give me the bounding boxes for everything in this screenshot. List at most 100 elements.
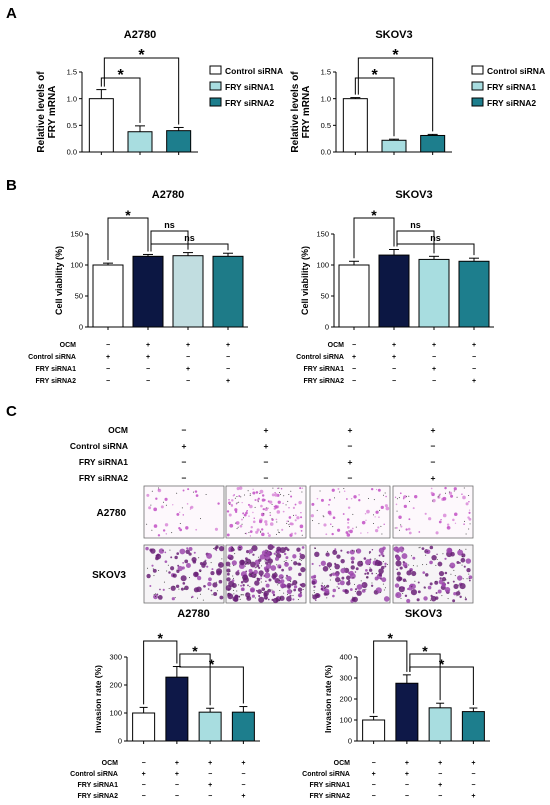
membrane-pore bbox=[352, 513, 354, 515]
stained-cell bbox=[465, 502, 469, 506]
membrane-pore bbox=[285, 504, 287, 506]
legend-swatch bbox=[209, 81, 222, 91]
significance-label: ns bbox=[184, 233, 195, 243]
membrane-pore bbox=[374, 558, 376, 560]
stained-cell bbox=[246, 595, 252, 601]
significance-label: * bbox=[192, 643, 198, 659]
membrane-pore bbox=[254, 576, 256, 578]
treatment-sign: − bbox=[405, 793, 409, 800]
membrane-pore bbox=[158, 569, 160, 571]
stained-cell bbox=[421, 547, 425, 551]
stained-cell bbox=[444, 571, 448, 575]
stained-cell bbox=[293, 588, 297, 592]
significance-label: * bbox=[372, 67, 379, 84]
membrane-pore bbox=[411, 586, 413, 588]
stained-cell bbox=[383, 596, 390, 602]
membrane-pore bbox=[283, 560, 285, 562]
membrane-pore bbox=[259, 562, 261, 564]
y-tick-label: 50 bbox=[321, 292, 329, 301]
membrane-pore bbox=[237, 526, 239, 528]
stained-cell bbox=[464, 598, 468, 601]
membrane-pore bbox=[153, 575, 155, 577]
membrane-pore bbox=[456, 595, 458, 597]
membrane-pore bbox=[199, 518, 201, 520]
stained-cell bbox=[411, 571, 417, 577]
stained-cell bbox=[363, 557, 367, 560]
stained-cell bbox=[271, 493, 275, 497]
membrane-pore bbox=[243, 594, 245, 596]
membrane-pore bbox=[247, 490, 249, 492]
treatment-sign: + bbox=[431, 473, 436, 483]
stained-cell bbox=[263, 595, 268, 600]
y-tick-label: 0 bbox=[118, 737, 122, 746]
membrane-pore bbox=[264, 560, 266, 562]
membrane-pore bbox=[267, 590, 269, 592]
treatment-sign: − bbox=[392, 378, 396, 385]
membrane-pore bbox=[287, 500, 289, 502]
treatment-table-c-a2780: OCM − + + + Control siRNA + + − − FRY siRNA1 − − + − FR… bbox=[70, 760, 245, 800]
stained-cell bbox=[274, 505, 278, 509]
membrane-pore bbox=[239, 598, 241, 600]
treatment-table-b-a2780: OCM − + + + Control siRNA + + − − FRY siRNA1 − − + − FR… bbox=[28, 342, 230, 385]
stained-cell bbox=[410, 589, 418, 596]
treatment-sign: − bbox=[226, 366, 230, 373]
stained-cell bbox=[207, 581, 212, 587]
membrane-pore bbox=[238, 584, 240, 586]
y-tick-label: 100 bbox=[70, 261, 83, 270]
membrane-pore bbox=[213, 548, 215, 550]
membrane-pore bbox=[436, 558, 438, 560]
stained-cell bbox=[338, 587, 340, 590]
invasion-image bbox=[309, 485, 391, 539]
membrane-pore bbox=[184, 588, 186, 590]
stained-cell bbox=[298, 500, 302, 505]
stained-cell bbox=[234, 508, 238, 512]
stained-cell bbox=[235, 503, 238, 505]
stained-cell bbox=[251, 573, 254, 576]
invasion-image-frame bbox=[225, 485, 307, 539]
stained-cell bbox=[277, 500, 281, 504]
membrane-pore bbox=[398, 588, 400, 590]
treatment-sign: + bbox=[432, 342, 436, 349]
membrane-pore bbox=[278, 492, 280, 494]
stained-cell bbox=[182, 562, 184, 564]
stained-cell bbox=[450, 494, 454, 498]
bar bbox=[165, 676, 189, 742]
stained-cell bbox=[178, 511, 181, 514]
membrane-pore bbox=[326, 550, 328, 552]
membrane-pore bbox=[318, 523, 320, 525]
stained-cell bbox=[153, 524, 158, 528]
stained-cell bbox=[158, 548, 165, 554]
membrane-pore bbox=[405, 580, 407, 582]
stained-cell bbox=[248, 515, 250, 517]
membrane-pore bbox=[398, 497, 400, 499]
stained-cell bbox=[361, 588, 366, 593]
bar bbox=[461, 711, 485, 742]
stained-cell bbox=[168, 571, 171, 574]
stained-cell bbox=[468, 517, 472, 521]
stained-cell bbox=[261, 498, 265, 502]
stained-cell bbox=[246, 510, 248, 512]
membrane-pore bbox=[288, 525, 290, 527]
treatment-sign: + bbox=[142, 771, 146, 778]
membrane-pore bbox=[266, 507, 268, 509]
significance-label: ns bbox=[164, 220, 175, 230]
legend-label: Control siRNA bbox=[225, 66, 283, 76]
membrane-pore bbox=[468, 573, 470, 575]
stained-cell bbox=[300, 529, 303, 532]
significance-bracket bbox=[353, 217, 395, 259]
stained-cell bbox=[298, 594, 302, 598]
stained-cell bbox=[395, 592, 402, 599]
treatment-sign: − bbox=[186, 354, 190, 361]
stained-cell bbox=[179, 548, 186, 555]
membrane-pore bbox=[468, 528, 470, 530]
stained-cell bbox=[226, 533, 230, 537]
stained-cell bbox=[450, 551, 455, 557]
membrane-pore bbox=[367, 497, 369, 499]
membrane-pore bbox=[191, 597, 193, 599]
significance-bracket bbox=[103, 57, 180, 125]
treatment-label: Control siRNA bbox=[28, 354, 76, 361]
membrane-pore bbox=[275, 554, 277, 556]
chart-6: SKOV3 0 100 200 300 400 Invasion rate (%) * * * bbox=[323, 608, 490, 746]
stained-cell bbox=[354, 571, 357, 573]
